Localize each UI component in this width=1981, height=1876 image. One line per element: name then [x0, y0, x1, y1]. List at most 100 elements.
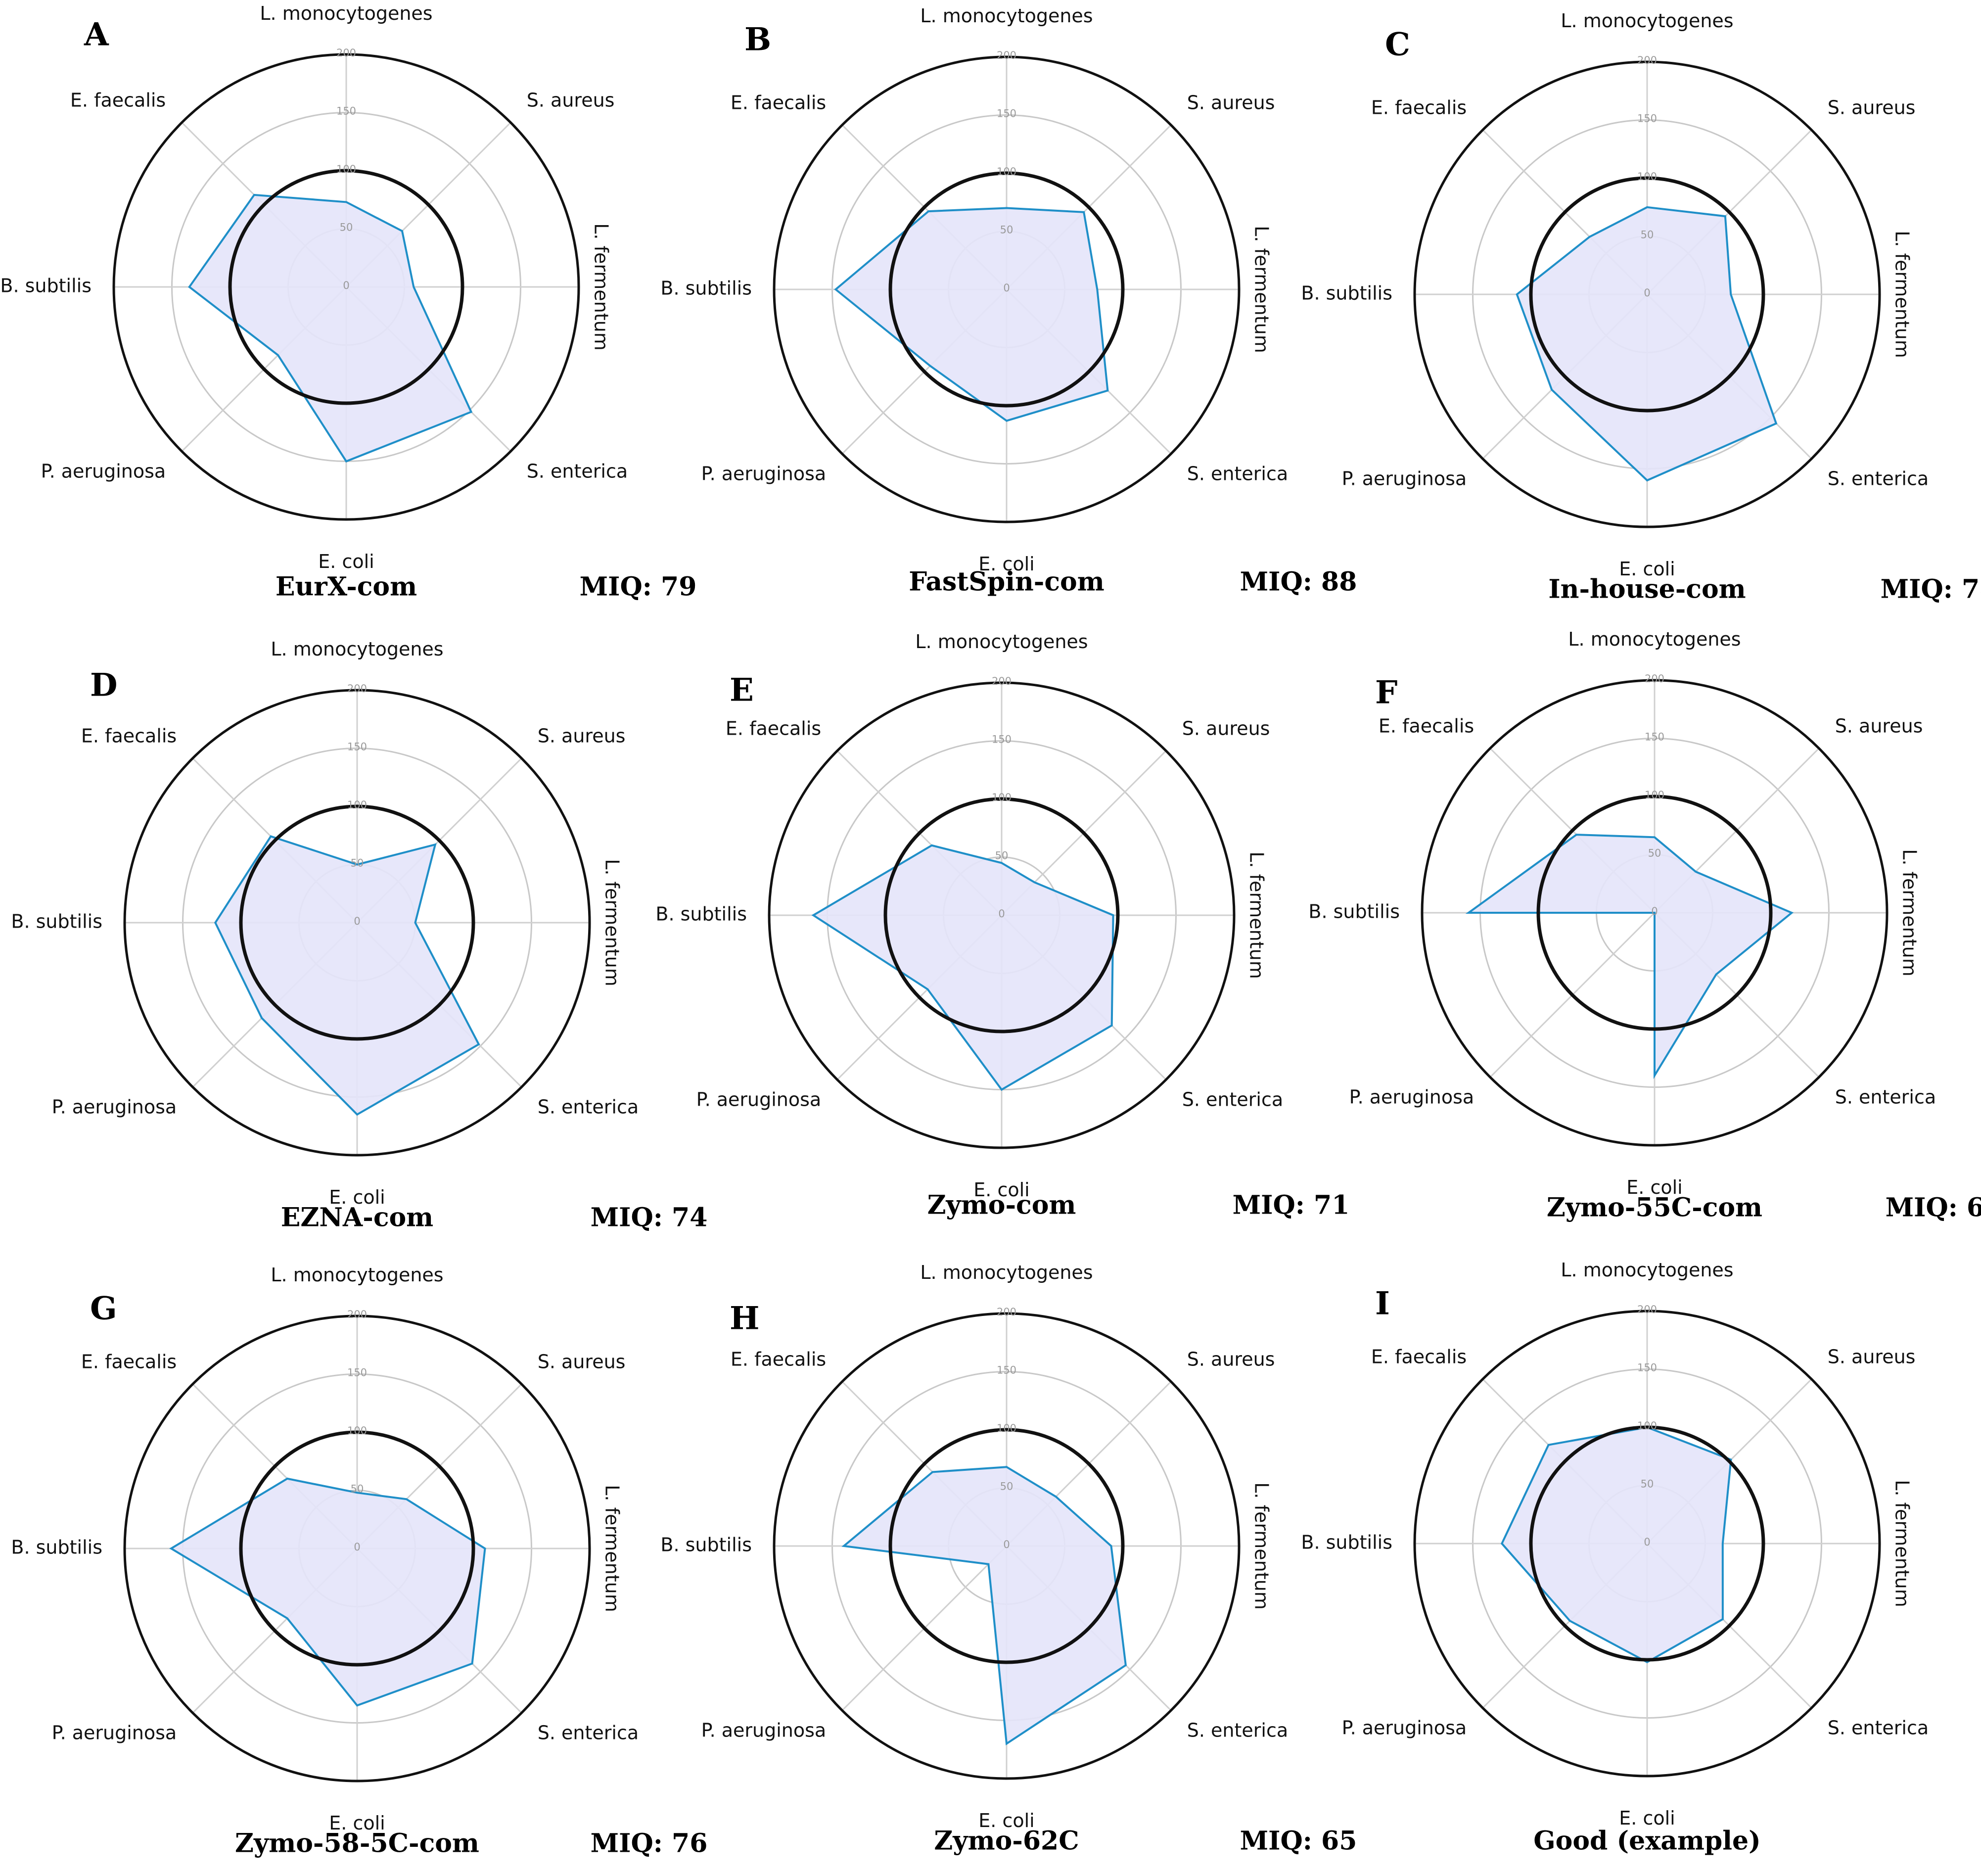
r-tick-label: 150	[992, 734, 1012, 746]
axis-label-l-fermentum: L. fermentum	[601, 1485, 623, 1612]
axis-label-p-aeruginosa: P. aeruginosa	[696, 1088, 822, 1110]
panel-title: Zymo-58-5C-com	[235, 1829, 479, 1859]
r-tick-label: 0	[354, 915, 360, 927]
r-tick-label: 100	[347, 1425, 367, 1437]
panel-letter: E	[730, 672, 754, 709]
r-tick-label: 150	[347, 741, 367, 753]
panel-title: Good (example)	[1533, 1826, 1760, 1856]
r-tick-label: 0	[354, 1541, 360, 1553]
axis-label-s-enterica: S. enterica	[1187, 1719, 1288, 1741]
radar-panel-a: 0 50 100 150 200 L. monocytogenes S. aureus L. …	[0, 2, 696, 602]
axis-label-e-faecalis: E. faecalis	[81, 1351, 177, 1373]
axis-label-s-aureus: S. aureus	[527, 90, 615, 111]
r-tick-label: 0	[998, 908, 1005, 920]
r-tick-label: 100	[347, 799, 367, 811]
axis-label-p-aeruginosa: P. aeruginosa	[1342, 1717, 1467, 1738]
axis-label-l-fermentum: L. fermentum	[1251, 226, 1273, 353]
axis-label-e-faecalis: E. faecalis	[1371, 1346, 1467, 1368]
panel-letter: I	[1375, 1285, 1390, 1322]
panel-letter: B	[744, 21, 771, 58]
r-tick-label: 100	[992, 792, 1012, 803]
axis-label-b-subtilis: B. subtilis	[1308, 901, 1400, 923]
axis-label-l-monocytogenes: L. monocytogenes	[260, 2, 432, 24]
r-tick-label: 100	[336, 163, 356, 175]
axis-label-b-subtilis: B. subtilis	[655, 903, 747, 925]
r-tick-label: 150	[347, 1367, 367, 1379]
axis-label-p-aeruginosa: P. aeruginosa	[52, 1096, 177, 1118]
outer-ring	[773, 55, 1241, 523]
radar-panel-b: 0 50 100 150 200 L. monocytogenes S. aureus L. …	[660, 5, 1357, 597]
axis-label-e-coli: E. coli	[1619, 558, 1675, 580]
axis-label-s-enterica: S. enterica	[1182, 1088, 1283, 1110]
reference-circle	[1536, 795, 1773, 1031]
outer-ring	[773, 1312, 1241, 1780]
axis-label-s-enterica: S. enterica	[527, 460, 628, 482]
axis-label-e-faecalis: E. faecalis	[731, 1349, 826, 1370]
miq-label: MIQ: 65	[1240, 1826, 1357, 1856]
axis-label-l-fermentum: L. fermentum	[1899, 849, 1921, 977]
series-polygon	[1516, 206, 1778, 482]
axis-label-b-subtilis: B. subtilis	[1301, 1532, 1392, 1553]
panel-letter: G	[90, 1290, 117, 1327]
panel-letter: F	[1375, 674, 1397, 711]
r-tick-label: 100	[1637, 171, 1657, 183]
axis-label-p-aeruginosa: P. aeruginosa	[52, 1722, 177, 1743]
axis-label-l-fermentum: L. fermentum	[1251, 1482, 1273, 1610]
axis-label-b-subtilis: B. subtilis	[0, 275, 92, 297]
series-polygon	[811, 844, 1114, 1091]
reference-circle	[888, 1428, 1125, 1664]
r-tick-label: 150	[997, 1364, 1016, 1376]
outer-ring	[123, 1314, 591, 1782]
r-tick-label: 0	[1644, 287, 1650, 299]
radar-panel-f: 0 50 100 150 200 L. monocytogenes S. aureus L. …	[1308, 628, 1981, 1223]
axis-label-s-aureus: S. aureus	[1835, 715, 1923, 737]
axis-label-s-aureus: S. aureus	[1187, 1349, 1275, 1370]
axis-label-s-enterica: S. enterica	[538, 1096, 639, 1118]
outer-ring	[1413, 1310, 1881, 1778]
axis-label-b-subtilis: B. subtilis	[11, 911, 102, 933]
r-tick-label: 50	[995, 850, 1009, 862]
r-tick-label: 100	[1637, 1420, 1657, 1432]
miq-label: MIQ: 71	[1233, 1190, 1350, 1220]
r-tick-label: 200	[997, 49, 1016, 61]
axis-label-e-coli: E. coli	[329, 1812, 385, 1834]
axis-label-e-coli: E. coli	[1619, 1807, 1675, 1829]
r-tick-label: 50	[1641, 1478, 1654, 1490]
axis-label-l-fermentum: L. fermentum	[601, 859, 623, 986]
panel-title: Zymo-com	[927, 1190, 1076, 1220]
r-tick-label: 0	[1003, 1539, 1010, 1550]
axis-label-l-monocytogenes: L. monocytogenes	[271, 638, 443, 660]
outer-ring	[768, 681, 1236, 1149]
r-tick-label: 50	[1000, 1481, 1014, 1493]
axis-label-b-subtilis: B. subtilis	[11, 1537, 102, 1558]
series-polygon	[1465, 834, 1794, 1079]
r-tick-label: 200	[347, 683, 367, 695]
panel-letter: A	[84, 16, 109, 53]
series-polygon	[214, 835, 480, 1116]
axis-label-s-enterica: S. enterica	[1187, 463, 1288, 484]
r-tick-label: 50	[1648, 847, 1661, 859]
panel-title: FastSpin-com	[909, 567, 1104, 597]
axis-label-p-aeruginosa: P. aeruginosa	[1342, 468, 1467, 489]
axis-label-l-monocytogenes: L. monocytogenes	[920, 5, 1093, 27]
radar-panel-e: 0 50 100 150 200 L. monocytogenes S. aureus L. …	[655, 631, 1349, 1220]
series-polygon	[834, 207, 1109, 422]
miq-label: MIQ: 65	[1886, 1193, 1981, 1223]
r-tick-label: 200	[1645, 673, 1664, 685]
radar-panel-i: 0 50 100 150 200 L. monocytogenes S. aureus L. …	[1301, 1259, 1929, 1856]
axis-label-p-aeruginosa: P. aeruginosa	[41, 460, 166, 482]
axis-label-p-aeruginosa: P. aeruginosa	[701, 463, 827, 484]
r-tick-label: 50	[340, 222, 353, 234]
radar-panel-g: 0 50 100 150 200 L. monocytogenes S. aureus L. …	[11, 1264, 707, 1859]
axis-label-l-monocytogenes: L. monocytogenes	[1568, 628, 1741, 650]
miq-label: MIQ: 74	[591, 1203, 708, 1233]
axis-label-l-fermentum: L. fermentum	[591, 223, 612, 351]
axis-label-s-aureus: S. aureus	[1828, 1346, 1916, 1368]
r-tick-label: 200	[1637, 54, 1657, 66]
outer-ring	[1421, 679, 1889, 1147]
r-tick-label: 50	[351, 857, 364, 869]
axis-label-s-enterica: S. enterica	[1835, 1086, 1936, 1108]
r-tick-label: 150	[1645, 731, 1664, 743]
reference-circle	[888, 171, 1125, 408]
